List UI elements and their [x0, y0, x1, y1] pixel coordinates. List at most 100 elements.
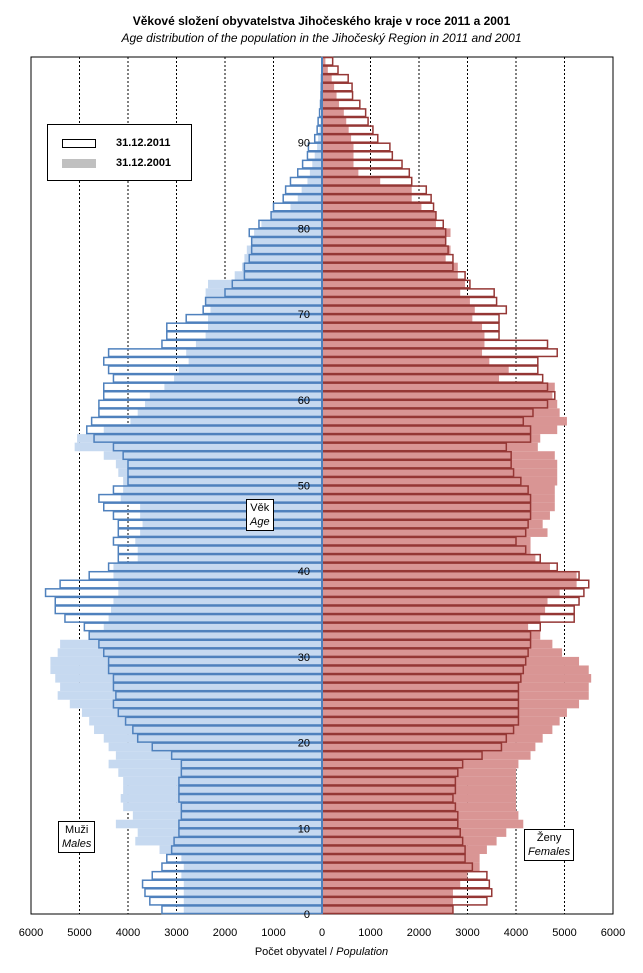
bar-male-2001 [205, 296, 322, 306]
bar-female-2001 [322, 476, 558, 486]
bar-female-2001 [322, 554, 536, 563]
bar-male-2001 [301, 185, 322, 195]
x-axis-label-en: Population [336, 946, 389, 958]
bar-female-2001 [322, 159, 354, 169]
females-label-en: Females [528, 846, 571, 858]
bar-male-2001 [181, 871, 322, 880]
bar-male-2001 [137, 408, 322, 417]
x-tick-label: 6000 [601, 927, 625, 939]
bar-male-2001 [137, 554, 322, 563]
bar-female-2001 [322, 339, 485, 349]
bar-female-2001 [322, 451, 555, 460]
bar-male-2001 [186, 348, 322, 357]
bar-female-2001 [322, 639, 553, 649]
males-label: Muži Males [58, 821, 96, 853]
bar-male-2001 [113, 571, 322, 580]
bar-female-2001 [322, 614, 541, 623]
bar-male-2001 [195, 339, 322, 349]
bar-female-2001 [322, 888, 453, 897]
bar-female-2001 [322, 579, 577, 589]
bar-female-2001 [322, 785, 516, 795]
bar-male-2001 [183, 896, 322, 906]
bar-female-2001 [322, 708, 567, 717]
bar-male-2001 [60, 639, 322, 649]
bar-male-2001 [181, 854, 322, 863]
bar-female-2001 [322, 271, 458, 280]
bar-female-2001 [322, 502, 555, 512]
bar-female-2001 [322, 862, 480, 872]
x-tick-label: 1000 [261, 927, 285, 939]
bar-male-2001 [317, 142, 322, 152]
age-tick-label: 40 [298, 566, 310, 578]
bar-female-2001 [322, 322, 483, 332]
bar-male-2001 [254, 228, 322, 237]
bar-male-2001 [108, 759, 322, 769]
bar-male-2001 [144, 399, 322, 409]
bar-female-2001 [322, 296, 470, 306]
bar-male-2001 [319, 125, 322, 135]
bar-female-2001 [322, 571, 577, 580]
legend-swatch-2011 [62, 139, 96, 148]
bar-male-2001 [159, 845, 322, 855]
bar-female-2001 [322, 828, 507, 837]
bar-female-2001 [322, 74, 332, 83]
bar-male-2001 [57, 691, 323, 700]
bar-female-2001 [322, 776, 516, 786]
bar-male-2001 [244, 254, 322, 263]
x-tick-label: 5000 [552, 927, 576, 939]
bar-male-2001 [210, 305, 322, 315]
bar-male-2001 [113, 596, 322, 606]
bar-female-2001 [322, 374, 500, 383]
bar-male-2001 [123, 776, 323, 786]
bar-female-2001 [322, 279, 466, 289]
bar-female-2001 [322, 382, 555, 392]
bar-female-2001 [322, 65, 328, 75]
bar-male-2001 [297, 194, 322, 203]
bar-female-2001 [322, 434, 541, 443]
bar-male-2001 [77, 434, 322, 443]
bar-female-2001 [322, 871, 468, 880]
age-tick-label: 0 [304, 909, 310, 921]
bar-male-2001 [178, 365, 322, 375]
bar-male-2001 [103, 734, 322, 743]
bar-male-2001 [120, 494, 322, 503]
bar-female-2001 [322, 656, 580, 666]
bar-male-2001 [103, 425, 322, 435]
bar-female-2001 [322, 228, 451, 237]
age-tick-label: 90 [298, 138, 310, 150]
bar-male-2001 [183, 905, 322, 914]
x-tick-label: 2000 [213, 927, 237, 939]
bar-female-2001 [322, 836, 497, 846]
bar-male-2001 [251, 236, 322, 246]
legend-swatch-2001 [62, 159, 96, 168]
bar-female-2001 [322, 622, 529, 632]
bar-male-2001 [290, 202, 322, 212]
bar-female-2001 [322, 485, 555, 495]
bar-female-2001 [322, 176, 381, 186]
bar-male-2001 [113, 562, 322, 572]
bar-female-2001 [322, 194, 412, 203]
chart-title: Věkové složení obyvatelstva Jihočeského … [132, 14, 511, 28]
bar-male-2001 [123, 802, 323, 812]
bar-female-2001 [322, 691, 589, 700]
bar-female-2001 [322, 459, 558, 469]
bar-male-2001 [103, 451, 322, 460]
bar-female-2001 [322, 674, 592, 683]
bar-female-2001 [322, 665, 589, 675]
bar-male-2001 [246, 245, 322, 255]
bar-male-2001 [183, 879, 322, 889]
bar-male-2001 [208, 322, 322, 332]
bar-male-2001 [108, 742, 322, 752]
age-axis-label: Věk Age [246, 499, 274, 531]
bar-female-2001 [322, 562, 550, 572]
age-label-cs: Věk [250, 502, 270, 514]
bar-female-2001 [322, 211, 436, 220]
bar-female-2001 [322, 254, 446, 263]
bar-male-2001 [312, 159, 322, 169]
chart-subtitle: Age distribution of the population in th… [121, 31, 522, 45]
bar-female-2001 [322, 494, 555, 503]
bar-male-2001 [60, 682, 322, 692]
bar-female-2001 [322, 682, 589, 692]
bar-male-2001 [111, 605, 323, 615]
